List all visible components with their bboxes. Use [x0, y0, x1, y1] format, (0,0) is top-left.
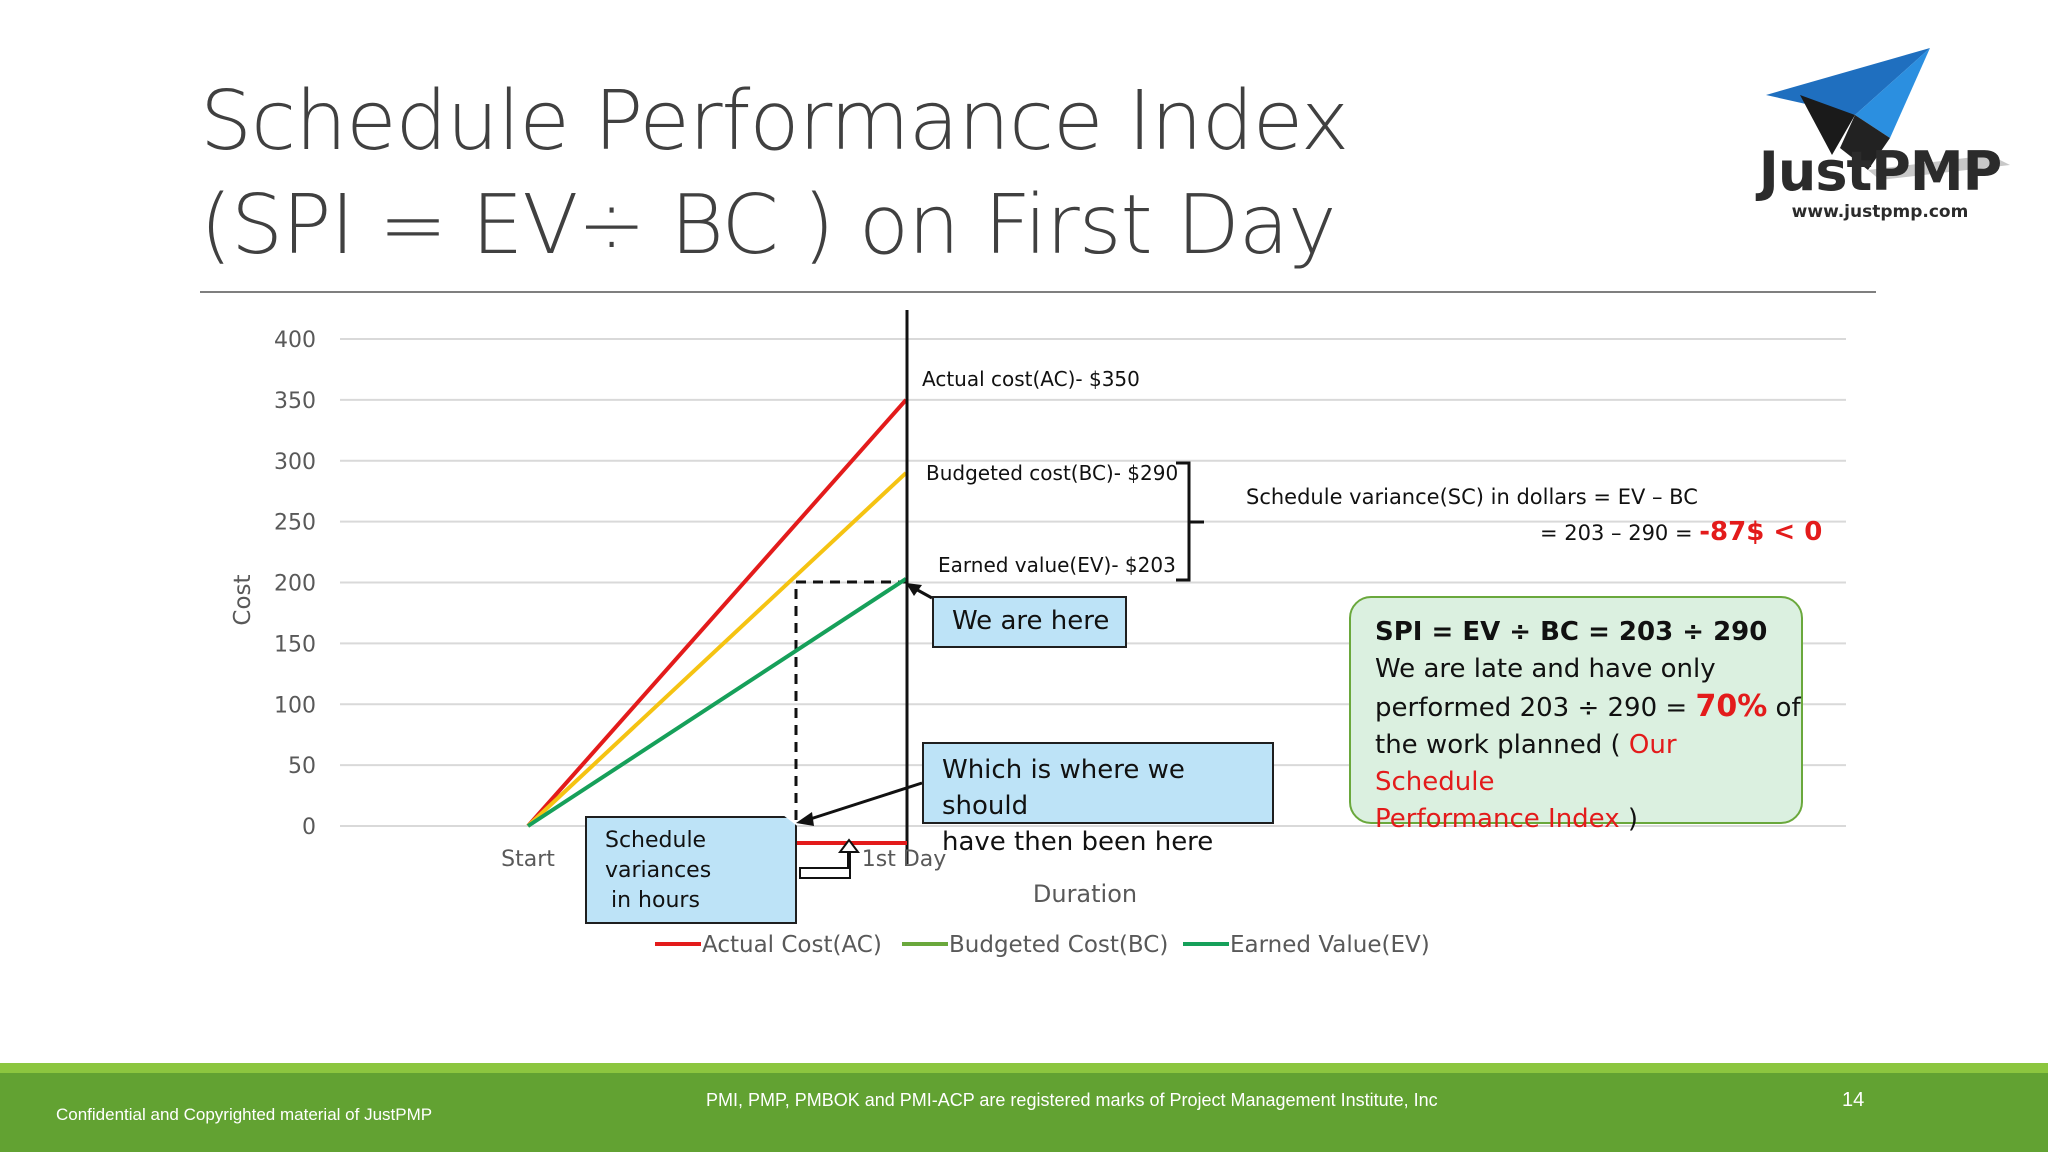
logo-wordmark: JustPMP [1758, 140, 2002, 203]
slide-title: Schedule Performance Index (SPI = EV÷ BC… [200, 70, 1349, 278]
footer-accent-strip [0, 1063, 2048, 1073]
spi-red-text-1: Our Schedule [1375, 730, 1677, 797]
spi-line-5: Performance Index ) [1375, 801, 1801, 838]
justpmp-logo-icon [1766, 48, 2010, 180]
logo-url: www.justpmp.com [1791, 202, 1969, 222]
footer-page-number: 14 [1842, 1089, 1865, 1111]
footer-trademark: PMI, PMP, PMBOK and PMI-ACP are register… [706, 1090, 1438, 1110]
y-tick-label: 250 [274, 511, 316, 536]
annotation-actual-cost: Actual cost(AC)- $350 [922, 367, 1140, 391]
x-axis-label: Duration [1033, 880, 1137, 908]
y-tick-label: 300 [274, 450, 316, 475]
spi-formula: SPI = EV ÷ BC = 203 ÷ 290 [1375, 617, 1768, 647]
double-arrow-icon [799, 838, 860, 879]
y-tick-label: 350 [274, 389, 316, 414]
callout-variance-line-2: variances [605, 858, 712, 883]
dashed-guide-line [794, 580, 908, 823]
y-tick-label: 200 [274, 572, 316, 597]
legend-label: Budgeted Cost(BC) [949, 932, 1168, 958]
series-line [526, 577, 908, 828]
spi-line-3-tail: of [1775, 693, 1801, 723]
x-tick-label: Start [501, 847, 555, 872]
legend-label: Earned Value(EV) [1230, 932, 1430, 958]
spi-line-3: performed 203 ÷ 290 = 70% of [1375, 688, 1801, 727]
spi-percent: 70% [1695, 689, 1768, 724]
title-divider [200, 291, 1876, 293]
y-tick-label: 50 [288, 754, 316, 779]
series-line [526, 471, 908, 828]
spi-line-4: the work planned ( Our Schedule [1375, 727, 1801, 801]
callout-we-are-here: We are here [932, 596, 1127, 648]
title-line-1: Schedule Performance Index [200, 74, 1349, 169]
spi-line-4-text: the work planned ( [1375, 730, 1621, 760]
should-arrow-head [796, 812, 814, 826]
callout-schedule-variances: Schedule variances in hours [585, 816, 797, 924]
y-tick-label: 100 [274, 693, 316, 718]
annotation-budgeted-cost: Budgeted cost(BC)- $290 [926, 461, 1179, 485]
schedule-variance-equation: = 203 – 290 = [1540, 521, 1693, 545]
footer-band [0, 1063, 2048, 1152]
title-line-2: (SPI = EV÷ BC ) on First Day [200, 178, 1337, 273]
y-tick-label: 400 [274, 328, 316, 353]
here-arrow-head [906, 583, 922, 596]
footer-confidential: Confidential and Copyrighted material of… [56, 1105, 433, 1124]
spi-summary-box: SPI = EV ÷ BC = 203 ÷ 290 We are late an… [1349, 596, 1803, 834]
legend-label: Actual Cost(AC) [702, 932, 882, 958]
callout-should-line-1: Which is where we should [942, 755, 1185, 821]
spi-close-paren: ) [1627, 804, 1639, 834]
y-axis-label: Cost [230, 574, 256, 625]
callout-should-have-been: Which is where we should have then been … [922, 742, 1274, 857]
spi-line-2: We are late and have only [1375, 654, 1716, 684]
x-tick-label: 1st Day [862, 847, 947, 872]
y-tick-label: 0 [302, 815, 316, 840]
annotation-earned-value: Earned value(EV)- $203 [938, 553, 1176, 577]
series-line [526, 398, 908, 828]
schedule-variance-value: -87$ < 0 [1699, 517, 1823, 547]
callout-variance-line-3: in hours [611, 888, 700, 913]
variance-brace [1176, 461, 1204, 582]
spi-red-text-2: Performance Index [1375, 804, 1620, 834]
schedule-variance-formula: Schedule variance(SC) in dollars = EV – … [1246, 485, 1698, 509]
callout-variance-line-1: Schedule [605, 828, 707, 853]
y-tick-label: 150 [274, 632, 316, 657]
callout-should-line-2: have then been here [942, 827, 1214, 857]
should-arrow-line [803, 781, 923, 823]
spi-line-3-text: performed 203 ÷ 290 = [1375, 693, 1688, 723]
schedule-variance-calculation: = 203 – 290 = -87$ < 0 [1540, 517, 1822, 547]
